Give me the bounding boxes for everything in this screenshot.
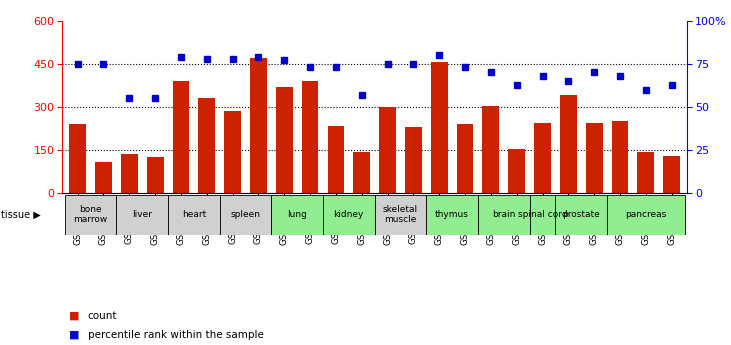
Bar	[271, 195, 323, 235]
Text: skeletal
muscle: skeletal muscle	[383, 205, 418, 225]
Bar	[529, 195, 556, 235]
Bar	[431, 62, 447, 193]
Text: ■: ■	[69, 330, 80, 339]
Bar	[65, 195, 116, 235]
Bar	[327, 126, 344, 193]
Bar	[69, 124, 86, 193]
Bar	[323, 195, 374, 235]
Bar	[353, 151, 370, 193]
Bar	[612, 121, 629, 193]
Bar	[116, 195, 168, 235]
Text: liver: liver	[132, 210, 152, 219]
Bar	[276, 87, 292, 193]
Bar	[405, 127, 422, 193]
Bar	[586, 123, 602, 193]
Bar	[95, 161, 112, 193]
Bar	[556, 195, 607, 235]
Bar	[534, 123, 551, 193]
Text: spleen: spleen	[230, 210, 260, 219]
Text: bone
marrow: bone marrow	[73, 205, 107, 225]
Text: spinal cord: spinal cord	[518, 210, 567, 219]
Text: prostate: prostate	[562, 210, 600, 219]
Bar	[220, 195, 271, 235]
Text: pancreas: pancreas	[625, 210, 667, 219]
Text: heart: heart	[182, 210, 206, 219]
Text: thymus: thymus	[435, 210, 469, 219]
Bar	[379, 107, 396, 193]
Text: tissue ▶: tissue ▶	[1, 210, 41, 220]
Bar	[482, 106, 499, 193]
Bar	[508, 149, 525, 193]
Bar	[168, 195, 220, 235]
Bar	[224, 111, 241, 193]
Bar	[637, 151, 654, 193]
Text: lung: lung	[287, 210, 307, 219]
Bar	[457, 124, 474, 193]
Text: kidney: kidney	[333, 210, 364, 219]
Bar	[198, 98, 215, 193]
Bar	[302, 81, 319, 193]
Bar	[478, 195, 529, 235]
Bar	[607, 195, 684, 235]
Text: count: count	[88, 311, 117, 321]
Bar	[426, 195, 478, 235]
Bar	[663, 156, 680, 193]
Bar	[250, 58, 267, 193]
Bar	[374, 195, 426, 235]
Text: percentile rank within the sample: percentile rank within the sample	[88, 330, 264, 339]
Text: ■: ■	[69, 311, 80, 321]
Text: brain: brain	[492, 210, 515, 219]
Bar	[560, 96, 577, 193]
Bar	[121, 155, 137, 193]
Bar	[147, 157, 164, 193]
Bar	[173, 81, 189, 193]
